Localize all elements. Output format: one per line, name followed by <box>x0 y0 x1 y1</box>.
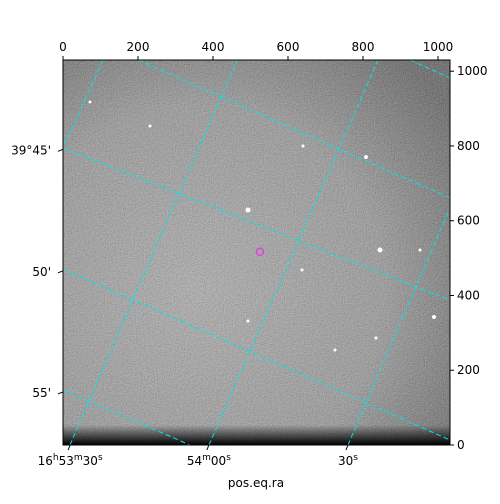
ra-tick <box>345 444 349 451</box>
dec-tick-label: 50' <box>32 265 51 279</box>
dec-grid-line <box>409 60 450 79</box>
dec-grid-line <box>137 60 450 199</box>
top-tick-label: 200 <box>127 40 150 54</box>
marker <box>255 247 265 257</box>
right-tick-label: 200 <box>457 363 480 377</box>
top-tick-label: 400 <box>202 40 225 54</box>
dec-tick <box>57 391 64 395</box>
ra-tick <box>67 444 71 451</box>
top-tick-label: 1000 <box>423 40 454 54</box>
image-edge <box>63 425 450 445</box>
ra-grid-line <box>69 60 238 445</box>
right-tick-label: 800 <box>457 139 480 153</box>
ra-grid-line <box>347 206 450 445</box>
frame <box>62 59 451 446</box>
ra-tick-label: 30s <box>338 453 358 468</box>
top-tick-label: 0 <box>59 40 67 54</box>
ra-grid-line <box>208 60 379 445</box>
ra-tick-label: 54m00s <box>187 453 231 468</box>
ra-tick-label: 16h53m30s <box>38 453 103 468</box>
right-tick-label: 1000 <box>457 64 488 78</box>
dec-tick-label: 39°45' <box>11 143 51 157</box>
dec-grid-line <box>63 389 191 445</box>
right-tick-label: 400 <box>457 288 480 302</box>
stars <box>88 100 436 352</box>
coordinate-grid <box>63 60 450 445</box>
dec-grid-line <box>63 147 450 301</box>
right-tick-label: 600 <box>457 214 480 228</box>
dec-grid-line <box>63 268 450 441</box>
ra-tick <box>206 444 210 451</box>
top-tick-label: 600 <box>277 40 300 54</box>
dec-tick <box>57 148 64 152</box>
dec-tick-label: 55' <box>32 386 51 400</box>
ra-grid-line <box>63 60 104 149</box>
dec-tick <box>57 270 64 274</box>
top-tick-label: 800 <box>352 40 375 54</box>
x-axis-label: pos.eq.ra <box>228 476 284 490</box>
right-tick-label: 0 <box>457 438 465 452</box>
image <box>63 60 450 445</box>
